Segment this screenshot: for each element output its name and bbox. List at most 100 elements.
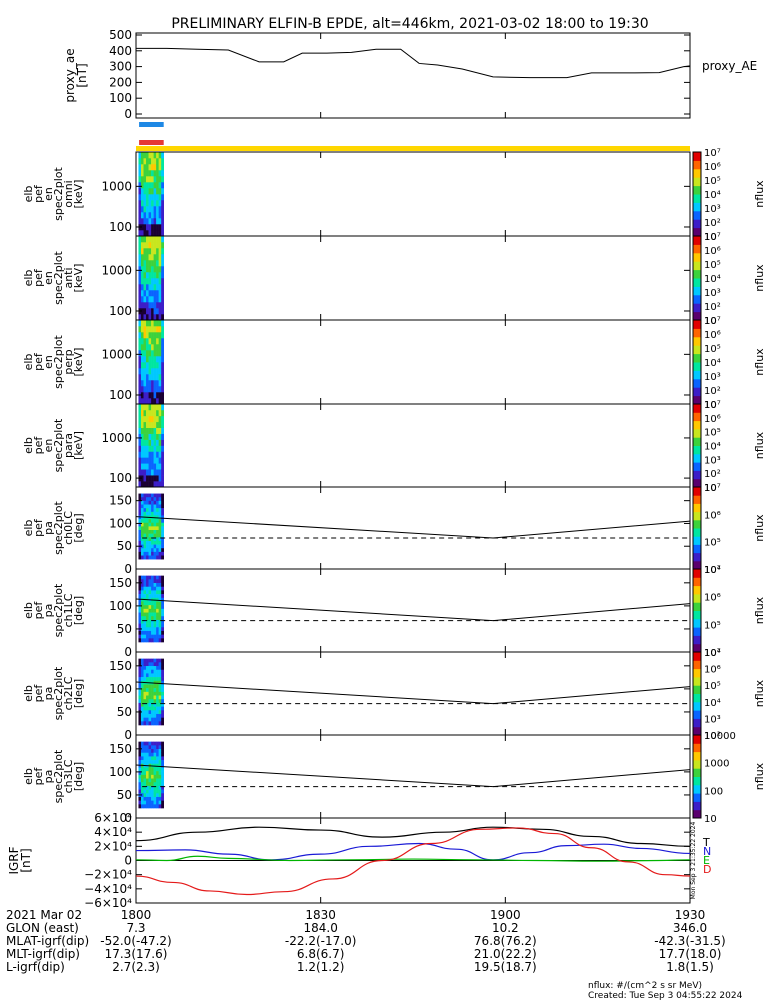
spectrogram-cell — [153, 398, 157, 405]
pa-spectrogram-cell — [151, 533, 154, 538]
spectrogram-cell — [153, 469, 157, 476]
spectrogram-cell — [158, 188, 162, 195]
spectrogram-cell — [161, 481, 164, 488]
spectrogram-cell — [151, 170, 154, 177]
pa-spectrogram-cell — [158, 612, 162, 617]
spectrogram-cell — [146, 188, 149, 195]
colorbar-tick-label: 10² — [704, 218, 721, 229]
spectrogram-cell — [143, 230, 147, 237]
pa-spectrogram-cell — [151, 782, 154, 787]
pa-spectrogram-cell — [140, 526, 144, 531]
pa-spectrogram-cell — [158, 579, 162, 584]
spectrogram-cell — [161, 284, 164, 291]
orbit-flag-bar — [139, 140, 164, 145]
pa-spectrogram-cell — [146, 612, 149, 617]
spectrogram-cell — [151, 463, 154, 470]
spectrogram-cell — [146, 320, 149, 327]
pa-spectrogram-cell — [156, 749, 159, 754]
colorbar-label: nflux — [753, 264, 766, 292]
pa-spectrogram-cell — [161, 605, 164, 610]
spec-ylabel-line: pef — [32, 352, 45, 371]
pa-spectrogram-cell — [140, 756, 144, 761]
pa-spectrogram-cell — [161, 551, 164, 556]
spectrogram-cell — [153, 409, 157, 417]
pa-spectrogram-cell — [158, 767, 162, 772]
colorbar-tick-label: 10 — [704, 400, 717, 411]
pa-spectrogram-cell — [148, 519, 152, 524]
spectrogram-cell — [148, 158, 152, 165]
pa-spectrogram-cell — [146, 782, 149, 787]
colorbar-segment — [693, 710, 701, 719]
pa-ylabel-line: ch1LC — [62, 593, 75, 627]
spectrogram-cell — [156, 398, 159, 405]
time-row-value: 21.0(22.2) — [474, 947, 537, 961]
spectrogram-cell — [148, 350, 152, 357]
pa-spectrogram-cell — [153, 721, 157, 726]
spectrogram-cell — [161, 320, 164, 327]
pa-spectrogram-cell — [138, 756, 142, 761]
pa-ylabel-line: pef — [32, 601, 45, 620]
pa-spectrogram-cell — [161, 688, 164, 693]
pa-spectrogram-cell — [156, 548, 159, 553]
pa-spectrogram-cell — [143, 522, 147, 527]
pa-spectrogram-cell — [146, 745, 149, 750]
pa-spectrogram-cell — [143, 673, 147, 678]
proxy-ae-y-tick-label: 100 — [109, 91, 132, 105]
spectrogram-cell — [146, 415, 149, 423]
spectrogram-cell — [146, 296, 149, 303]
pa-y-tick-label: 50 — [117, 539, 132, 553]
pa-y-tick-label: 150 — [109, 494, 132, 508]
spectrogram-cell — [146, 433, 149, 440]
spectrogram-cell — [161, 356, 164, 363]
spectrogram-cell — [146, 194, 149, 201]
spectrogram-cell — [153, 242, 157, 249]
spectrogram-cell — [158, 344, 162, 351]
spectrogram-cell — [146, 338, 149, 345]
pa-spectrogram-cell — [151, 760, 154, 765]
colorbar-segment — [693, 759, 701, 769]
colorbar-segment — [693, 660, 701, 670]
spectrogram-cell — [140, 164, 144, 171]
pa-spectrogram-cell — [156, 793, 159, 798]
pa-spectrogram-cell — [158, 699, 162, 704]
pa-spectrogram-cell — [156, 782, 159, 787]
pa-spectrogram-cell — [140, 702, 144, 707]
pa-spectrogram-cell — [158, 608, 162, 613]
pa-spectrogram-cell — [153, 745, 157, 750]
spectrogram-cell — [140, 374, 144, 381]
pa-spectrogram-cell — [151, 717, 154, 722]
pa-spectrogram-cell — [156, 774, 159, 779]
pa-spectrogram-cell — [153, 493, 157, 498]
spectrogram-cell — [143, 427, 147, 434]
spectrogram-cell — [146, 404, 149, 411]
pa-spectrogram-cell — [151, 684, 154, 689]
pa-spectrogram-cell — [143, 767, 147, 772]
pa-spectrogram-cell — [148, 638, 152, 643]
igrf-series-D — [135, 827, 691, 896]
pa-spectrogram-cell — [140, 669, 144, 674]
spectrogram-cell — [153, 368, 157, 375]
spectrogram-cell — [153, 338, 157, 345]
colorbar-segment — [693, 219, 701, 229]
colorbar-segment — [693, 743, 701, 753]
time-row-value: 76.8(76.2) — [474, 934, 537, 948]
pa-spectrogram-cell — [143, 695, 147, 700]
footer-units: nflux: #/(cm^2 s sr MeV) — [588, 981, 702, 991]
spectrogram-cell — [143, 415, 147, 423]
spectrogram-cell — [151, 421, 154, 429]
footer-created: Created: Tue Sep 3 04:55:22 2024 — [588, 991, 743, 1000]
spectrogram-cell — [146, 242, 149, 249]
pa-spectrogram-cell — [151, 634, 154, 639]
spectrogram-cell — [143, 236, 147, 243]
pa-ylabel-line: elb — [22, 602, 35, 619]
pa-spectrogram-cell — [146, 519, 149, 524]
pa-spectrogram-cell — [153, 623, 157, 628]
igrf-y-tick-label: 4×10⁴ — [94, 825, 132, 839]
spectrogram-cell — [161, 194, 164, 201]
pa-spectrogram-cell — [153, 594, 157, 599]
spectrogram-cell — [158, 236, 162, 243]
colorbar-segment — [693, 428, 701, 438]
spectrogram-cell — [153, 356, 157, 363]
pa-spectrogram-cell — [146, 699, 149, 704]
spectrogram-cell — [153, 182, 157, 189]
